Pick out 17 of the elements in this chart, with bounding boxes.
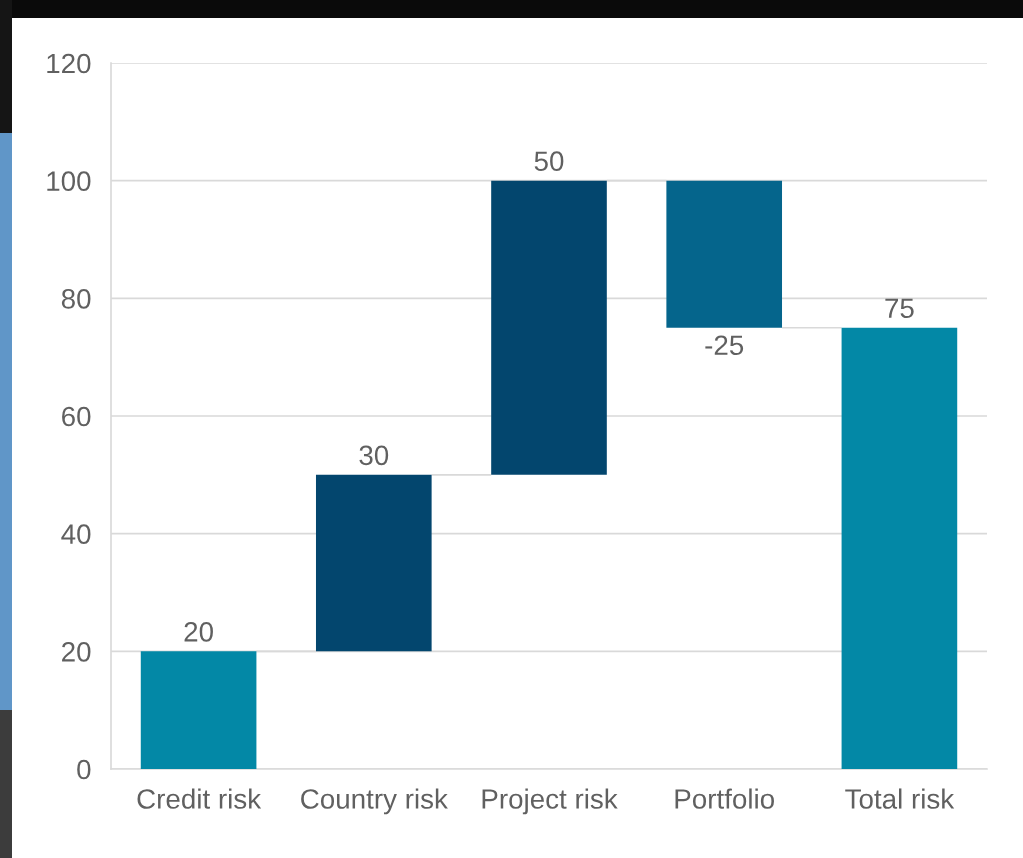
x-tick-label: Portfolio xyxy=(675,788,774,809)
y-tick-label: 120 xyxy=(47,53,91,74)
data-label: 30 xyxy=(359,445,389,466)
data-label: 75 xyxy=(885,298,914,319)
x-tick-label: Credit risk xyxy=(137,788,262,809)
x-tick-label: Total risk xyxy=(845,788,955,809)
y-tick-label: 0 xyxy=(77,759,91,780)
data-label: 50 xyxy=(534,151,564,172)
y-tick-label: 20 xyxy=(62,642,91,662)
data-label: -25 xyxy=(705,335,744,356)
y-tick-label: 60 xyxy=(62,406,91,427)
y-tick-label: 80 xyxy=(61,289,91,309)
y-tick-label: 100 xyxy=(47,171,91,192)
x-tick-label: Country risk xyxy=(301,788,448,815)
data-label: 20 xyxy=(184,622,213,642)
y-tick-label: 40 xyxy=(61,524,91,545)
x-tick-label: Project risk xyxy=(482,788,618,815)
